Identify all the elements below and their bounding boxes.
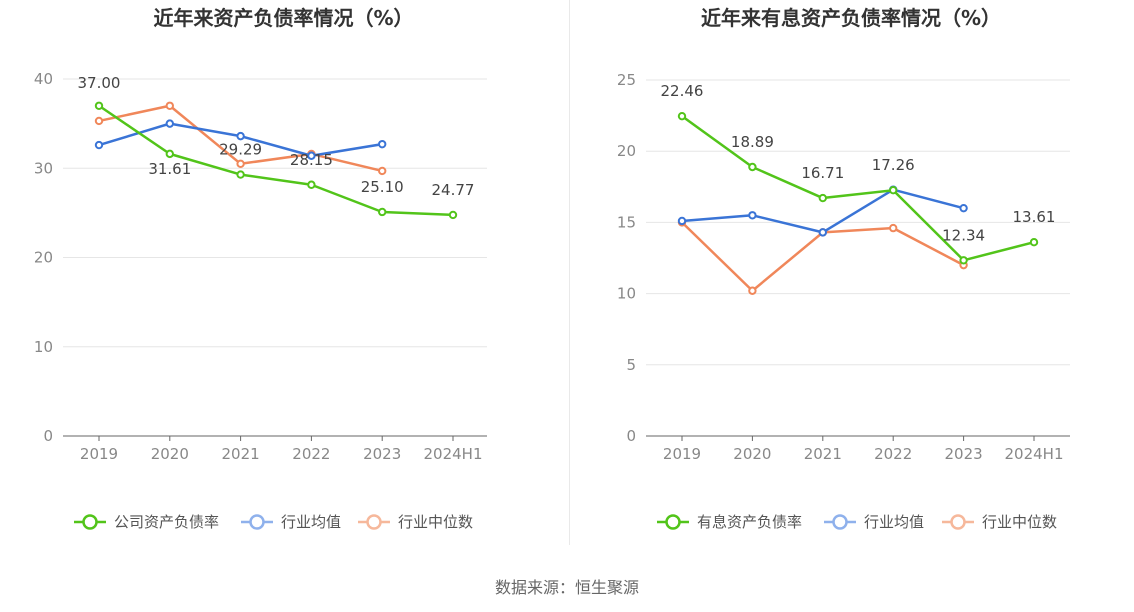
- legend-label: 行业均值: [281, 513, 341, 531]
- y-tick-label: 20: [34, 249, 53, 267]
- data-point: [378, 139, 387, 149]
- y-tick-label: 30: [34, 159, 53, 177]
- y-tick-label: 20: [617, 142, 636, 160]
- line-chart-interest-bearing: 0 5 10 15 20 25 2019 2020 2021 2022 2023 2024H1 22.4…: [617, 71, 1070, 531]
- panel-divider: [569, 0, 570, 545]
- chart-title: 近年来有息资产负债率情况（%）: [700, 6, 1002, 30]
- y-tick-label: 0: [626, 427, 636, 445]
- data-label: 25.10: [361, 178, 404, 196]
- y-tick-label: 15: [617, 213, 636, 231]
- y-tick-label: 40: [34, 70, 53, 88]
- series-line-company: [98, 104, 454, 217]
- legend-item: 行业中位数: [358, 513, 473, 531]
- legend-item: 行业均值: [824, 513, 924, 531]
- y-tick-label: 25: [617, 71, 636, 89]
- x-tick-label: 2022: [874, 445, 912, 463]
- data-point: [165, 149, 175, 159]
- data-point: [378, 166, 387, 176]
- legend-label: 有息资产负债率: [697, 513, 802, 531]
- data-point: [378, 207, 387, 217]
- legend-item: 行业中位数: [942, 513, 1057, 531]
- line-chart-asset-liability: 0 10 20 30 40 2019 2020 2021 2022 2023 2024H1 37.00…: [34, 70, 487, 531]
- legend-item: 公司资产负债率: [74, 513, 219, 531]
- legend-marker-icon: [82, 514, 98, 530]
- data-label: 28.15: [290, 151, 333, 169]
- data-label: 22.46: [661, 82, 704, 100]
- data-point: [307, 180, 316, 189]
- data-point: [677, 216, 687, 226]
- legend-item: 行业均值: [241, 513, 341, 531]
- chart-title: 近年来资产负债率情况（%）: [153, 6, 414, 30]
- x-tick-label: 2022: [292, 445, 330, 463]
- data-label: 12.34: [942, 226, 985, 244]
- data-label: 17.26: [872, 156, 915, 174]
- y-tick-label: 10: [617, 285, 636, 303]
- data-point: [889, 186, 898, 195]
- legend-label: 行业中位数: [982, 513, 1057, 531]
- data-point: [889, 223, 898, 233]
- legend-label: 公司资产负债率: [114, 513, 219, 531]
- y-tick-label: 5: [626, 356, 636, 374]
- data-label: 18.89: [731, 133, 774, 151]
- x-tick-label: 2023: [363, 445, 401, 463]
- data-label: 16.71: [801, 164, 844, 182]
- chart-panel-interest-bearing: 近年来有息资产负债率情况（%） 0 5 10 15 20 25 2019 2020 2021 20…: [568, 0, 1134, 560]
- legend-label: 行业均值: [864, 513, 924, 531]
- x-tick-label: 2023: [945, 445, 983, 463]
- data-point: [236, 131, 245, 141]
- data-point: [818, 193, 828, 203]
- data-point: [1029, 237, 1039, 247]
- legend-marker-icon: [665, 514, 681, 530]
- data-label: 29.29: [219, 141, 262, 159]
- data-label: 31.61: [148, 160, 191, 178]
- data-label: 24.77: [432, 181, 475, 199]
- legend-item: 有息资产负债率: [657, 513, 802, 531]
- data-point: [165, 101, 175, 110]
- x-tick-label: 2020: [733, 445, 771, 463]
- data-point: [748, 211, 757, 220]
- data-point: [677, 111, 687, 121]
- data-point: [165, 119, 175, 128]
- data-label: 13.61: [1013, 208, 1056, 226]
- data-point: [959, 203, 968, 213]
- data-point: [959, 256, 968, 265]
- data-point: [748, 286, 757, 295]
- data-label: 37.00: [78, 74, 121, 92]
- data-point: [448, 210, 458, 220]
- legend-marker-icon: [832, 514, 848, 530]
- x-tick-label: 2024H1: [424, 445, 483, 463]
- series-line-company: [681, 115, 1035, 262]
- data-point: [236, 170, 245, 179]
- data-point: [236, 159, 245, 168]
- data-point: [94, 101, 104, 110]
- x-tick-label: 2019: [80, 445, 118, 463]
- y-tick-label: 10: [34, 338, 53, 356]
- legend-marker-icon: [366, 514, 382, 530]
- legend-marker-icon: [249, 514, 265, 530]
- data-point: [818, 228, 828, 237]
- data-point: [748, 162, 757, 172]
- x-tick-label: 2020: [151, 445, 189, 463]
- y-tick-label: 0: [43, 427, 53, 445]
- x-tick-label: 2019: [663, 445, 701, 463]
- x-tick-label: 2024H1: [1005, 445, 1064, 463]
- data-point: [94, 140, 104, 150]
- x-tick-label: 2021: [804, 445, 842, 463]
- legend-marker-icon: [950, 514, 966, 530]
- data-point: [307, 151, 316, 160]
- legend-label: 行业中位数: [398, 513, 473, 531]
- chart-panel-asset-liability: 近年来资产负债率情况（%） 0 10 20 30 40 2019 2020 2021 2022 2…: [0, 0, 567, 560]
- data-source-note: 数据来源：恒生聚源: [494, 578, 639, 597]
- x-tick-label: 2021: [222, 445, 260, 463]
- data-point: [94, 116, 104, 126]
